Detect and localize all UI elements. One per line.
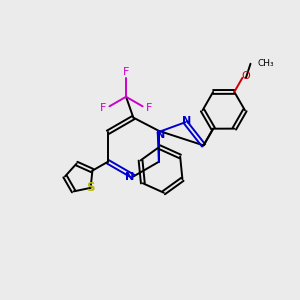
Text: N: N bbox=[125, 172, 134, 182]
Text: O: O bbox=[242, 71, 250, 81]
Text: N: N bbox=[182, 116, 191, 126]
Text: CH₃: CH₃ bbox=[258, 59, 274, 68]
Text: F: F bbox=[146, 103, 152, 113]
Text: N: N bbox=[156, 130, 165, 140]
Text: F: F bbox=[100, 103, 106, 113]
Text: F: F bbox=[123, 67, 129, 77]
Text: S: S bbox=[86, 181, 95, 194]
